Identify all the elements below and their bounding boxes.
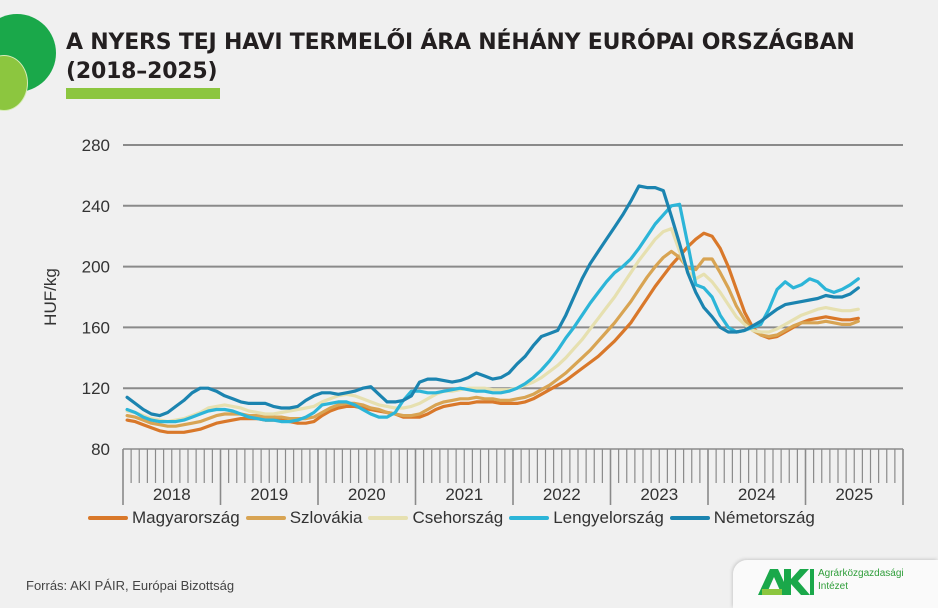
x-tick-label-year: 2023 xyxy=(640,485,678,504)
legend-label: Lengyelország xyxy=(553,508,664,527)
legend-item: Németország xyxy=(669,508,815,528)
legend-item: Szlovákia xyxy=(245,508,363,528)
legend-swatch xyxy=(368,516,409,520)
x-axis: 2018 2019 2020 2021 2022 2023 2024 2025 xyxy=(122,448,904,505)
legend-swatch xyxy=(509,516,550,520)
legend-item: Csehország xyxy=(368,508,503,528)
x-tick-label-year: 2019 xyxy=(250,485,288,504)
legend-swatch xyxy=(669,516,710,520)
x-tick-label-year: 2022 xyxy=(543,485,581,504)
logo-text: Agrárközgazdasági Intézet xyxy=(818,567,904,593)
legend-label: Szlovákia xyxy=(289,508,363,527)
x-tick-label-year: 2025 xyxy=(835,485,873,504)
title-underline-bar xyxy=(66,88,220,99)
series-line-németország xyxy=(125,184,860,418)
series-lines xyxy=(125,184,860,434)
logo-text-line1: Agrárközgazdasági xyxy=(818,568,904,579)
x-tick-label-year: 2021 xyxy=(445,485,483,504)
y-axis-ticks: 80 120 160 200 240 280 xyxy=(82,136,110,459)
source-note: Forrás: AKI PÁIR, Európai Bizottság xyxy=(26,578,235,593)
y-tick-label: 280 xyxy=(82,136,110,155)
chart-title: A NYERS TEJ HAVI TERMELŐI ÁRA NÉHÁNY EUR… xyxy=(66,28,855,86)
chart-title-line1: A NYERS TEJ HAVI TERMELŐI ÁRA NÉHÁNY EUR… xyxy=(66,30,855,55)
legend-label: Csehország xyxy=(412,508,504,527)
y-tick-label: 160 xyxy=(82,318,110,337)
y-tick-label: 240 xyxy=(82,197,110,216)
aki-logo-icon xyxy=(758,569,814,595)
legend-item: Lengyelország xyxy=(509,508,664,528)
x-tick-label-year: 2020 xyxy=(348,485,386,504)
legend-label: Németország xyxy=(713,508,815,527)
y-axis-label: HUF/kg xyxy=(41,268,60,326)
legend-swatch xyxy=(245,516,286,520)
y-tick-label: 200 xyxy=(82,258,110,277)
x-tick-label-year: 2018 xyxy=(153,485,191,504)
legend-item: Magyarország xyxy=(88,508,240,528)
logo-text-line2: Intézet xyxy=(818,581,849,592)
x-tick-label-year: 2024 xyxy=(738,485,776,504)
legend-swatch xyxy=(88,516,128,520)
legend: Magyarország Szlovákia Csehország Lengyelor… xyxy=(88,508,821,528)
y-tick-label: 80 xyxy=(91,440,110,459)
y-tick-label: 120 xyxy=(82,379,110,398)
series-line-csehország xyxy=(125,227,860,424)
chart-title-line2: (2018–2025) xyxy=(66,59,218,84)
legend-label: Magyarország xyxy=(132,508,240,527)
series-line-magyarország xyxy=(125,231,860,434)
gridlines xyxy=(123,144,903,390)
